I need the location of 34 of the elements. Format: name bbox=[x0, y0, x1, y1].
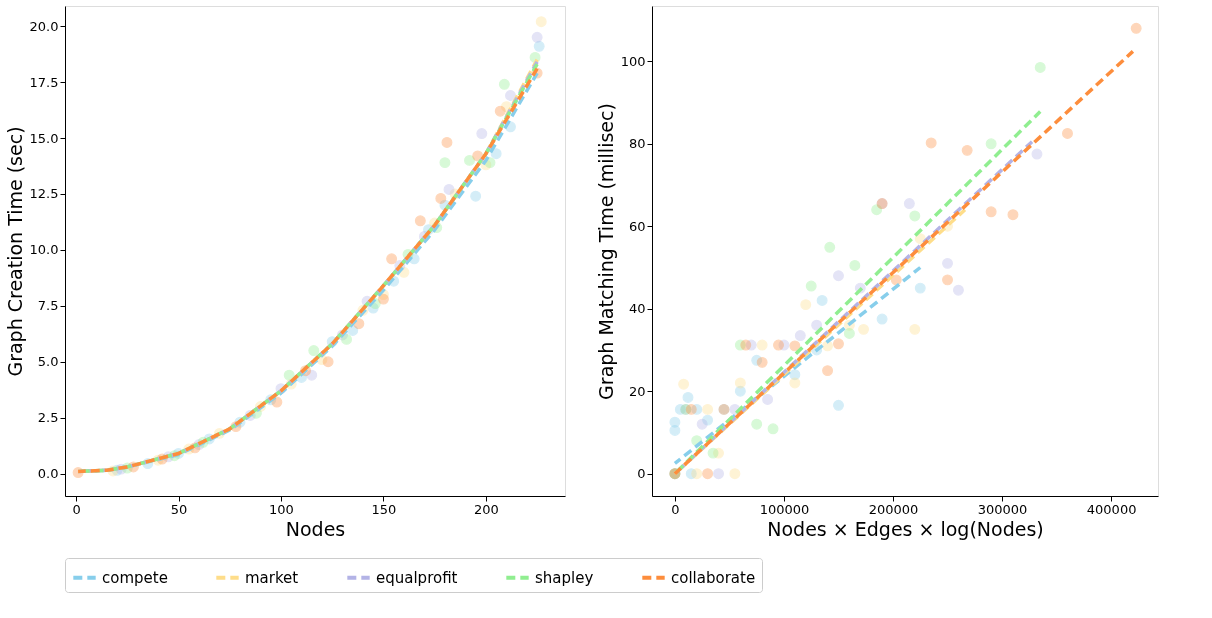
x-axis-title: Nodes bbox=[285, 517, 346, 540]
legend-label: market bbox=[245, 568, 299, 587]
legend-label: compete bbox=[102, 568, 168, 587]
y-tick-label: 7.5 bbox=[37, 298, 59, 314]
y-axis-title: Graph Creation Time (sec) bbox=[3, 126, 26, 377]
y-axis-title: Graph Matching Time (millisec) bbox=[594, 103, 617, 400]
x-tick-label: 0 bbox=[72, 501, 81, 517]
x-tick-label: 150 bbox=[371, 501, 397, 517]
legend-label: equalprofit bbox=[376, 568, 458, 587]
x-tick-label: 300000 bbox=[977, 501, 1028, 517]
legend-label: shapley bbox=[535, 568, 594, 587]
legend-label: collaborate bbox=[671, 568, 756, 587]
y-tick-label: 40 bbox=[628, 301, 646, 317]
x-tick-label: 400000 bbox=[1086, 501, 1137, 517]
x-tick-label: 100000 bbox=[759, 501, 810, 517]
x-tick-label: 200000 bbox=[868, 501, 919, 517]
y-tick-label: 0.0 bbox=[37, 466, 59, 482]
x-tick-label: 100 bbox=[269, 501, 294, 517]
y-tick-label: 20 bbox=[628, 383, 646, 399]
y-tick-label: 20.0 bbox=[29, 18, 59, 34]
y-tick-label: 0 bbox=[637, 466, 646, 482]
y-tick-label: 80 bbox=[628, 136, 646, 152]
y-tick-label: 15.0 bbox=[29, 130, 59, 146]
y-tick-label: 17.5 bbox=[29, 74, 59, 90]
y-tick-label: 5.0 bbox=[37, 354, 59, 370]
y-tick-label: 60 bbox=[628, 218, 646, 234]
x-tick-label: 0 bbox=[671, 501, 680, 517]
x-tick-label: 200 bbox=[473, 501, 499, 517]
y-tick-label: 2.5 bbox=[37, 410, 59, 426]
y-tick-label: 10.0 bbox=[29, 242, 59, 258]
x-axis-title: Nodes × Edges × log(Nodes) bbox=[767, 517, 1044, 540]
x-tick-label: 50 bbox=[170, 501, 188, 517]
y-tick-label: 100 bbox=[620, 53, 646, 69]
y-tick-label: 12.5 bbox=[29, 186, 59, 202]
